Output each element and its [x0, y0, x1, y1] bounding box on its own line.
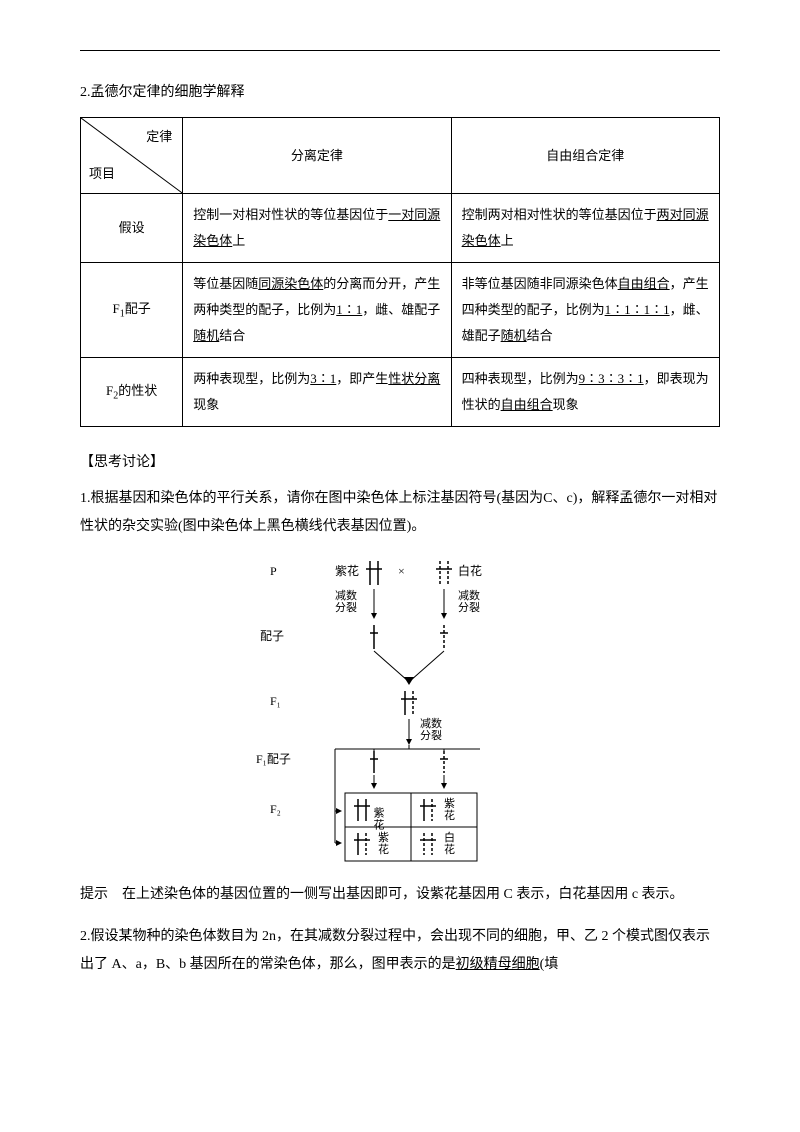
row-label: F2的性状 — [81, 358, 183, 427]
diagonal-header: 定律 项目 — [81, 118, 183, 194]
genetics-diagram-container: P 紫花 × 白花 减数 分裂 减数 分裂 配子 F₁ — [80, 555, 720, 865]
table-row-hypothesis: 假设 控制一对相对性状的等位基因位于一对同源染色体上 控制两对相对性状的等位基因… — [81, 194, 720, 263]
svg-text:花: 花 — [444, 843, 455, 856]
col-header-segregation: 分离定律 — [183, 118, 451, 194]
page-top-rule — [80, 50, 720, 51]
cell-segregation-f1: 等位基因随同源染色体的分离而分开，产生两种类型的配子，比例为1∶1，雌、雄配子随… — [183, 263, 451, 358]
svg-text:花: 花 — [372, 819, 385, 830]
label-f1gamete: F₁配子 — [256, 752, 291, 766]
cell-assortment-f1: 非等位基因随非同源染色体自由组合，产生四种类型的配子，比例为1∶1∶1∶1，雌、… — [451, 263, 719, 358]
meiosis-left2: 分裂 — [335, 601, 357, 614]
label-f2: F₂ — [270, 802, 281, 816]
label-p: P — [270, 564, 277, 578]
table-row-f1gamete: F1配子 等位基因随同源染色体的分离而分开，产生两种类型的配子，比例为1∶1，雌… — [81, 263, 720, 358]
table-row-f2trait: F2的性状 两种表现型，比例为3∶1，即产生性状分离现象 四种表现型，比例为9∶… — [81, 358, 720, 427]
cell-segregation-f2: 两种表现型，比例为3∶1，即产生性状分离现象 — [183, 358, 451, 427]
row-label: F1配子 — [81, 263, 183, 358]
section-title: 2.孟德尔定律的细胞学解释 — [80, 81, 720, 101]
cell-purple-3: 紫 — [378, 831, 389, 844]
cell-assortment-f2: 四种表现型，比例为9∶3∶3∶1，即表现为性状的自由组合现象 — [451, 358, 719, 427]
question-2: 2.假设某物种的染色体数目为 2n，在其减数分裂过程中，会出现不同的细胞，甲、乙… — [80, 923, 720, 979]
label-white: 白花 — [458, 563, 482, 578]
svg-text:花: 花 — [444, 809, 455, 822]
meiosis-f1b: 分裂 — [420, 729, 442, 742]
cell-purple-2: 紫 — [444, 797, 455, 810]
label-purple: 紫花 — [335, 563, 359, 578]
cell-purple-1: 紫 — [372, 807, 385, 818]
cell-segregation-hypothesis: 控制一对相对性状的等位基因位于一对同源染色体上 — [183, 194, 451, 263]
label-f1: F₁ — [270, 694, 281, 708]
meiosis-right2: 分裂 — [458, 601, 480, 614]
question-1: 1.根据基因和染色体的平行关系，请你在图中染色体上标注基因符号(基因为C、c)，… — [80, 485, 720, 541]
meiosis-left: 减数 — [335, 589, 357, 602]
col-header-assortment: 自由组合定律 — [451, 118, 719, 194]
header-top-label: 定律 — [146, 124, 172, 150]
svg-text:花: 花 — [378, 843, 389, 856]
label-gamete: 配子 — [260, 629, 284, 643]
genetics-cross-diagram: P 紫花 × 白花 减数 分裂 减数 分裂 配子 F₁ — [240, 555, 560, 865]
meiosis-right: 减数 — [458, 589, 480, 602]
discussion-heading: 【思考讨论】 — [80, 451, 720, 471]
cell-assortment-hypothesis: 控制两对相对性状的等位基因位于两对同源染色体上 — [451, 194, 719, 263]
cross-symbol: × — [398, 564, 405, 578]
hint-text: 提示 在上述染色体的基因位置的一侧写出基因即可，设紫花基因用 C 表示，白花基因… — [80, 881, 720, 909]
meiosis-f1: 减数 — [420, 717, 442, 730]
cell-white: 白 — [444, 830, 455, 844]
row-label: 假设 — [81, 194, 183, 263]
comparison-table: 定律 项目 分离定律 自由组合定律 假设 控制一对相对性状的等位基因位于一对同源… — [80, 117, 720, 427]
header-bottom-label: 项目 — [89, 161, 115, 187]
